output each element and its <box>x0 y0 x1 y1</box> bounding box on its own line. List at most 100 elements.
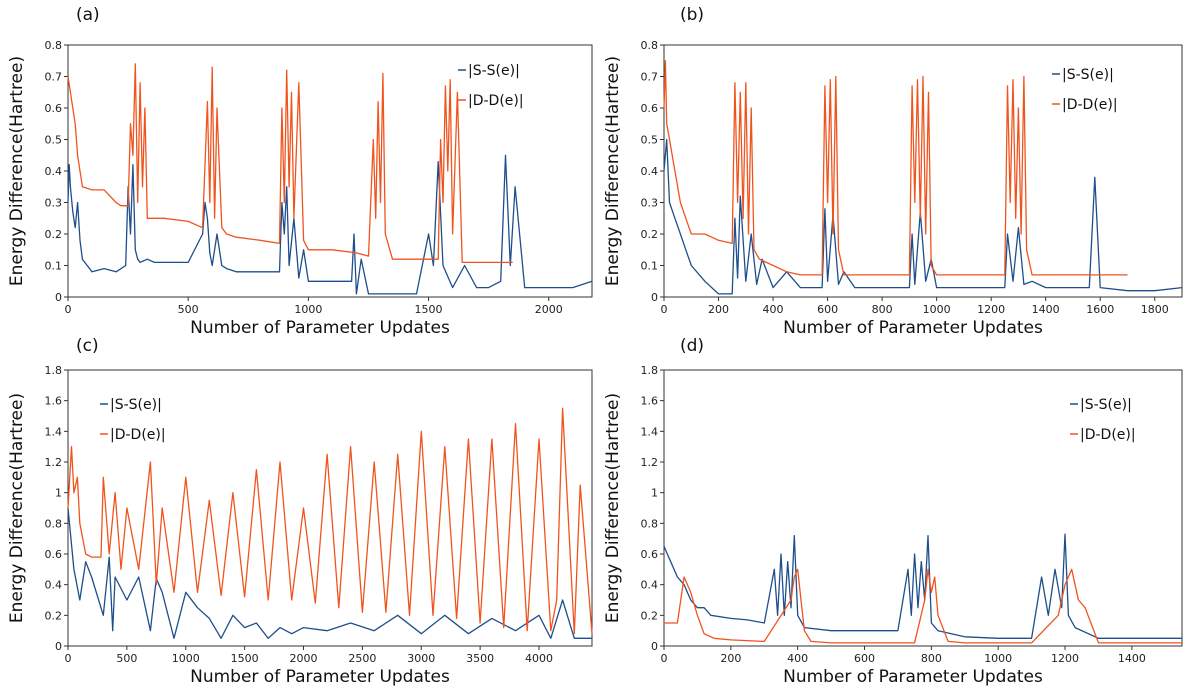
legend-label: |D-D(e)| <box>110 427 166 443</box>
y-tick-label: 0.8 <box>45 39 63 52</box>
legend-label: |D-D(e)| <box>1062 97 1118 113</box>
y-tick-label: 0.2 <box>641 609 659 622</box>
y-tick-label: 1.4 <box>641 425 659 438</box>
series-line-s <box>67 507 592 639</box>
x-tick-label: 3500 <box>466 652 494 665</box>
series-line-d <box>664 568 1182 644</box>
x-tick-label: 1800 <box>1141 303 1169 316</box>
y-tick-label: 0.8 <box>45 517 63 530</box>
y-tick-label: 0.4 <box>641 165 659 178</box>
x-tick-label: 500 <box>116 652 137 665</box>
x-tick-label: 1000 <box>172 652 200 665</box>
x-axis-label: Number of Parameter Updates <box>190 667 450 687</box>
legend-label: |S-S(e)| <box>110 397 162 413</box>
chart-panel-3: 0 0.2 0.4 0.6 0.8 1 1.2 1.4 1.6 1.8 0 500 1000 1500 20… <box>7 336 593 687</box>
chart-panel-1: 0 0.1 0.2 0.3 0.4 0.5 0.6 0.7 0.8 0 500 1000 1500 200… <box>7 5 593 338</box>
y-axis-label: Energy Difference(Hartree) <box>7 393 27 623</box>
y-tick-label: 0.8 <box>641 39 659 52</box>
y-tick-label: 0.4 <box>641 579 659 592</box>
y-tick-label: 0.6 <box>641 102 659 115</box>
y-tick-label: 0.2 <box>45 228 63 241</box>
series-line-s <box>663 533 1182 639</box>
x-axis-label: Number of Parameter Updates <box>783 667 1043 687</box>
series-line-d <box>67 407 593 635</box>
series-line-s <box>67 154 593 295</box>
y-tick-label: 0.7 <box>45 71 63 84</box>
y-tick-label: 1 <box>651 487 658 500</box>
y-tick-label: 0.4 <box>45 579 63 592</box>
x-tick-label: 800 <box>872 303 893 316</box>
chart-panel-2: 0 0.1 0.2 0.3 0.4 0.5 0.6 0.7 0.8 0 200 400 600 800 10… <box>603 5 1183 338</box>
x-tick-label: 1400 <box>1118 652 1146 665</box>
y-tick-label: 1.6 <box>641 395 659 408</box>
x-tick-label: 1500 <box>415 303 443 316</box>
x-tick-label: 0 <box>661 303 668 316</box>
y-axis-label: Energy Difference(Hartree) <box>603 393 623 623</box>
x-tick-label: 2500 <box>348 652 376 665</box>
panel-label: (d) <box>680 336 704 356</box>
panel-label: (b) <box>680 5 704 25</box>
x-tick-label: 400 <box>763 303 784 316</box>
x-tick-label: 2000 <box>290 652 318 665</box>
x-tick-label: 1200 <box>977 303 1005 316</box>
y-tick-label: 0.6 <box>45 102 63 115</box>
y-tick-label: 1.8 <box>641 364 659 377</box>
series-line-s <box>663 138 1183 295</box>
x-tick-label: 1600 <box>1086 303 1114 316</box>
y-tick-label: 0 <box>651 640 658 653</box>
series-line-d <box>67 63 513 264</box>
x-tick-label: 600 <box>854 652 875 665</box>
x-tick-label: 1500 <box>231 652 259 665</box>
legend-label: |D-D(e)| <box>468 93 524 109</box>
x-tick-label: 3000 <box>407 652 435 665</box>
x-tick-label: 500 <box>178 303 199 316</box>
plot-frame <box>663 369 1183 647</box>
y-axis-label: Energy Difference(Hartree) <box>603 56 623 286</box>
y-tick-label: 0.5 <box>45 134 63 147</box>
y-tick-label: 0 <box>55 291 62 304</box>
y-tick-label: 0.5 <box>641 134 659 147</box>
x-tick-label: 400 <box>787 652 808 665</box>
y-tick-label: 0.3 <box>45 197 63 210</box>
legend-label: |D-D(e)| <box>1080 427 1136 443</box>
x-tick-label: 1400 <box>1032 303 1060 316</box>
y-tick-label: 0.6 <box>45 548 63 561</box>
legend-label: |S-S(e)| <box>468 63 520 79</box>
y-tick-label: 0.4 <box>45 165 63 178</box>
x-tick-label: 4000 <box>525 652 553 665</box>
y-tick-label: 0.8 <box>641 517 659 530</box>
x-tick-label: 200 <box>720 652 741 665</box>
panel-label: (a) <box>76 5 100 25</box>
x-tick-label: 1200 <box>1051 652 1079 665</box>
legend-label: |S-S(e)| <box>1062 67 1114 83</box>
x-tick-label: 1000 <box>294 303 322 316</box>
y-tick-label: 1.8 <box>45 364 63 377</box>
y-axis-label: Energy Difference(Hartree) <box>7 56 27 286</box>
chart-panel-4: 0 0.2 0.4 0.6 0.8 1 1.2 1.4 1.6 1.8 0 200 400 600 800 1… <box>603 336 1183 687</box>
y-tick-label: 1.2 <box>45 456 63 469</box>
y-tick-label: 0.2 <box>641 228 659 241</box>
y-tick-label: 1.6 <box>45 395 63 408</box>
x-tick-label: 600 <box>817 303 838 316</box>
y-tick-label: 0.1 <box>45 260 63 273</box>
y-tick-label: 1.4 <box>45 425 63 438</box>
x-tick-label: 1000 <box>984 652 1012 665</box>
x-tick-label: 0 <box>661 652 668 665</box>
panel-label: (c) <box>76 336 99 356</box>
y-tick-label: 1 <box>55 487 62 500</box>
y-tick-label: 0 <box>55 640 62 653</box>
x-axis-label: Number of Parameter Updates <box>783 318 1043 338</box>
x-tick-label: 200 <box>708 303 729 316</box>
y-tick-label: 0 <box>651 291 658 304</box>
x-tick-label: 1000 <box>923 303 951 316</box>
y-tick-label: 0.2 <box>45 609 63 622</box>
series-line-d <box>663 60 1128 276</box>
x-tick-label: 0 <box>65 303 72 316</box>
y-tick-label: 0.1 <box>641 260 659 273</box>
y-tick-label: 0.6 <box>641 548 659 561</box>
x-tick-label: 0 <box>65 652 72 665</box>
legend-label: |S-S(e)| <box>1080 397 1132 413</box>
x-tick-label: 800 <box>921 652 942 665</box>
x-tick-label: 2000 <box>535 303 563 316</box>
